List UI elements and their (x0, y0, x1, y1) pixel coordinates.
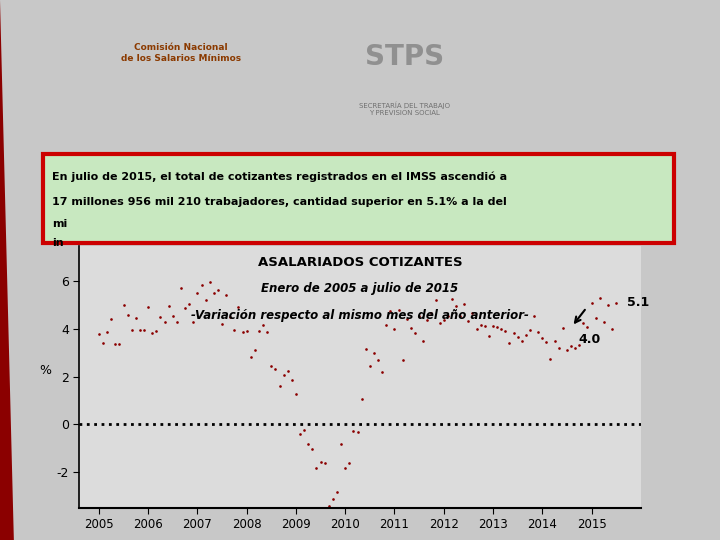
Text: -Variación respecto al mismo mes del año anterior-: -Variación respecto al mismo mes del año… (191, 308, 529, 321)
Text: STPS: STPS (365, 43, 444, 71)
Text: Comisión Nacional
de los Salarios Mínimos: Comisión Nacional de los Salarios Mínimo… (120, 43, 240, 63)
Polygon shape (0, 0, 14, 540)
Text: 5.1: 5.1 (627, 296, 649, 309)
Y-axis label: %: % (40, 363, 51, 377)
Text: 4.0: 4.0 (578, 333, 600, 346)
Text: ASALARIADOS COTIZANTES: ASALARIADOS COTIZANTES (258, 256, 462, 269)
Text: mi: mi (53, 219, 68, 230)
Text: SECRETARÍA DEL TRABAJO
Y PREVISIÓN SOCIAL: SECRETARÍA DEL TRABAJO Y PREVISIÓN SOCIA… (359, 102, 450, 117)
Text: in: in (53, 238, 64, 248)
Text: 17 millones 956 mil 210 trabajadores, cantidad superior en 5.1% a la del: 17 millones 956 mil 210 trabajadores, ca… (53, 197, 507, 207)
Text: En julio de 2015, el total de cotizantes registrados en el IMSS ascendió a: En julio de 2015, el total de cotizantes… (53, 172, 508, 183)
FancyBboxPatch shape (42, 154, 674, 243)
Text: Enero de 2005 a julio de 2015: Enero de 2005 a julio de 2015 (261, 282, 459, 295)
